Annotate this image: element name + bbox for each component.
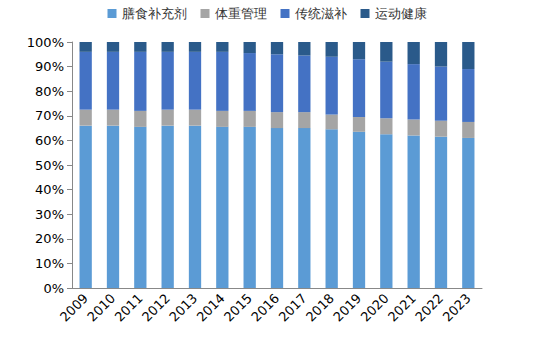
svg-text:运动健康: 运动健康 — [375, 6, 427, 21]
svg-text:0%: 0% — [43, 281, 64, 296]
svg-text:2018: 2018 — [303, 291, 337, 325]
svg-text:10%: 10% — [35, 256, 64, 271]
svg-text:2023: 2023 — [440, 291, 474, 325]
svg-text:2017: 2017 — [276, 291, 310, 325]
svg-text:30%: 30% — [35, 207, 64, 222]
svg-text:50%: 50% — [35, 158, 64, 173]
svg-text:2020: 2020 — [358, 291, 392, 325]
svg-text:传统滋补: 传统滋补 — [295, 6, 347, 21]
svg-text:2014: 2014 — [194, 291, 228, 325]
svg-text:70%: 70% — [35, 108, 64, 123]
svg-text:2016: 2016 — [248, 291, 282, 325]
svg-text:2013: 2013 — [166, 291, 200, 325]
svg-text:60%: 60% — [35, 133, 64, 148]
svg-text:膳食补充剂: 膳食补充剂 — [122, 6, 187, 21]
svg-text:体重管理: 体重管理 — [215, 6, 267, 21]
svg-text:2022: 2022 — [412, 291, 446, 325]
svg-text:100%: 100% — [27, 35, 64, 50]
svg-text:20%: 20% — [35, 231, 64, 246]
svg-text:2009: 2009 — [57, 291, 91, 325]
svg-text:40%: 40% — [35, 182, 64, 197]
svg-text:2010: 2010 — [84, 291, 118, 325]
svg-text:90%: 90% — [35, 59, 64, 74]
svg-text:2021: 2021 — [385, 291, 419, 325]
svg-text:2011: 2011 — [112, 291, 146, 325]
svg-text:2019: 2019 — [330, 291, 364, 325]
svg-text:80%: 80% — [35, 84, 64, 99]
svg-text:2015: 2015 — [221, 291, 255, 325]
svg-text:2012: 2012 — [139, 291, 173, 325]
